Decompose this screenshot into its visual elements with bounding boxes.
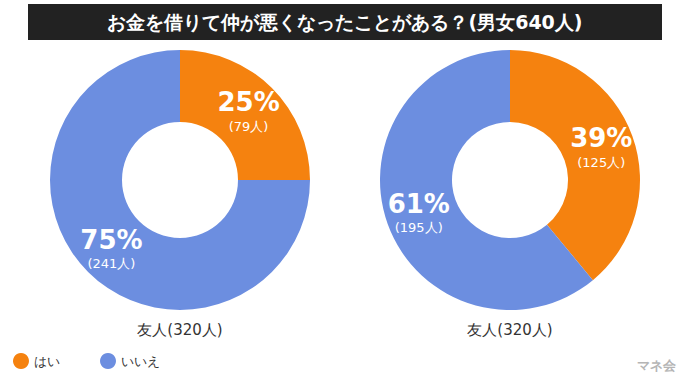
svg-text:25%: 25% xyxy=(217,87,279,117)
svg-text:お金を借りて仲が悪くなったことがある？(男女640人): お金を借りて仲が悪くなったことがある？(男女640人) xyxy=(107,11,582,33)
svg-text:39%: 39% xyxy=(570,123,632,153)
svg-text:(79人): (79人) xyxy=(229,119,269,134)
svg-text:(241人): (241人) xyxy=(87,256,135,271)
svg-text:61%: 61% xyxy=(388,189,450,219)
svg-text:友人(320人): 友人(320人) xyxy=(137,321,222,339)
svg-text:(195人): (195人) xyxy=(395,220,443,235)
svg-text:いいえ: いいえ xyxy=(121,354,160,369)
svg-text:(125人): (125人) xyxy=(577,155,625,170)
svg-text:75%: 75% xyxy=(80,225,142,255)
svg-text:はい: はい xyxy=(34,354,60,369)
svg-text:マネ会: マネ会 xyxy=(637,358,677,373)
svg-text:友人(320人): 友人(320人) xyxy=(467,321,552,339)
